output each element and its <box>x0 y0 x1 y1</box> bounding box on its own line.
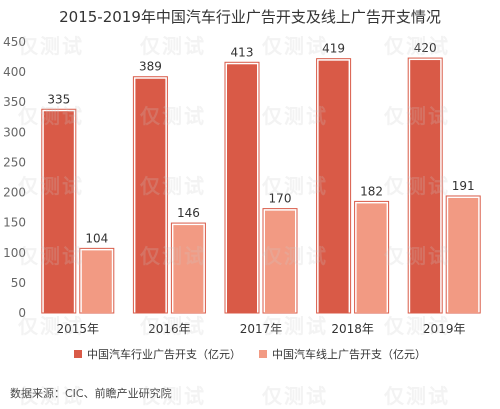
data-label: 413 <box>231 45 254 59</box>
source-note: 数据来源：CIC、前瞻产业研究院 <box>10 387 172 400</box>
bar-online <box>173 225 204 313</box>
bar-online <box>265 210 295 313</box>
bar-online <box>356 203 387 313</box>
data-label: 104 <box>85 231 108 245</box>
data-label: 335 <box>47 92 70 106</box>
legend-item-online: 中国汽车线上广告开支（亿元） <box>259 346 426 362</box>
y-tick-label: 150 <box>3 216 26 230</box>
bar-online <box>81 250 112 313</box>
data-label: 389 <box>139 60 162 74</box>
x-tick-label: 2016年 <box>148 322 191 336</box>
x-tick-label: 2017年 <box>240 322 283 336</box>
data-label: 420 <box>414 41 437 55</box>
bar-total <box>43 111 74 313</box>
data-label: 419 <box>322 42 345 56</box>
y-tick-label: 450 <box>3 35 26 49</box>
y-tick-label: 200 <box>3 186 26 200</box>
y-tick-label: 300 <box>3 125 26 139</box>
y-tick-label: 100 <box>3 246 26 260</box>
bar-total <box>410 60 441 313</box>
y-tick-label: 0 <box>18 306 26 320</box>
y-tick-label: 50 <box>11 276 26 290</box>
bar-online <box>448 197 479 313</box>
data-label: 170 <box>269 192 292 206</box>
x-tick-label: 2018年 <box>331 322 374 336</box>
x-tick-label: 2015年 <box>57 322 100 336</box>
y-tick-label: 400 <box>3 65 26 79</box>
data-label: 146 <box>177 206 200 220</box>
bar-total <box>227 64 257 313</box>
legend-label-total: 中国汽车行业广告开支（亿元） <box>87 348 241 361</box>
bar-total <box>318 60 349 314</box>
bar-total <box>135 78 166 313</box>
y-tick-label: 250 <box>3 155 26 169</box>
legend-swatch-online <box>259 350 267 358</box>
legend-item-total: 中国汽车行业广告开支（亿元） <box>74 346 241 362</box>
y-tick-label: 350 <box>3 95 26 109</box>
legend-swatch-total <box>74 350 82 358</box>
chart-title: 2015-2019年中国汽车行业广告开支及线上广告开支情况 <box>59 8 441 26</box>
data-label: 182 <box>360 184 383 198</box>
legend: 中国汽车行业广告开支（亿元） 中国汽车线上广告开支（亿元） <box>0 346 500 362</box>
data-label: 191 <box>452 179 475 193</box>
x-tick-label: 2019年 <box>423 322 466 336</box>
legend-label-online: 中国汽车线上广告开支（亿元） <box>272 348 426 361</box>
